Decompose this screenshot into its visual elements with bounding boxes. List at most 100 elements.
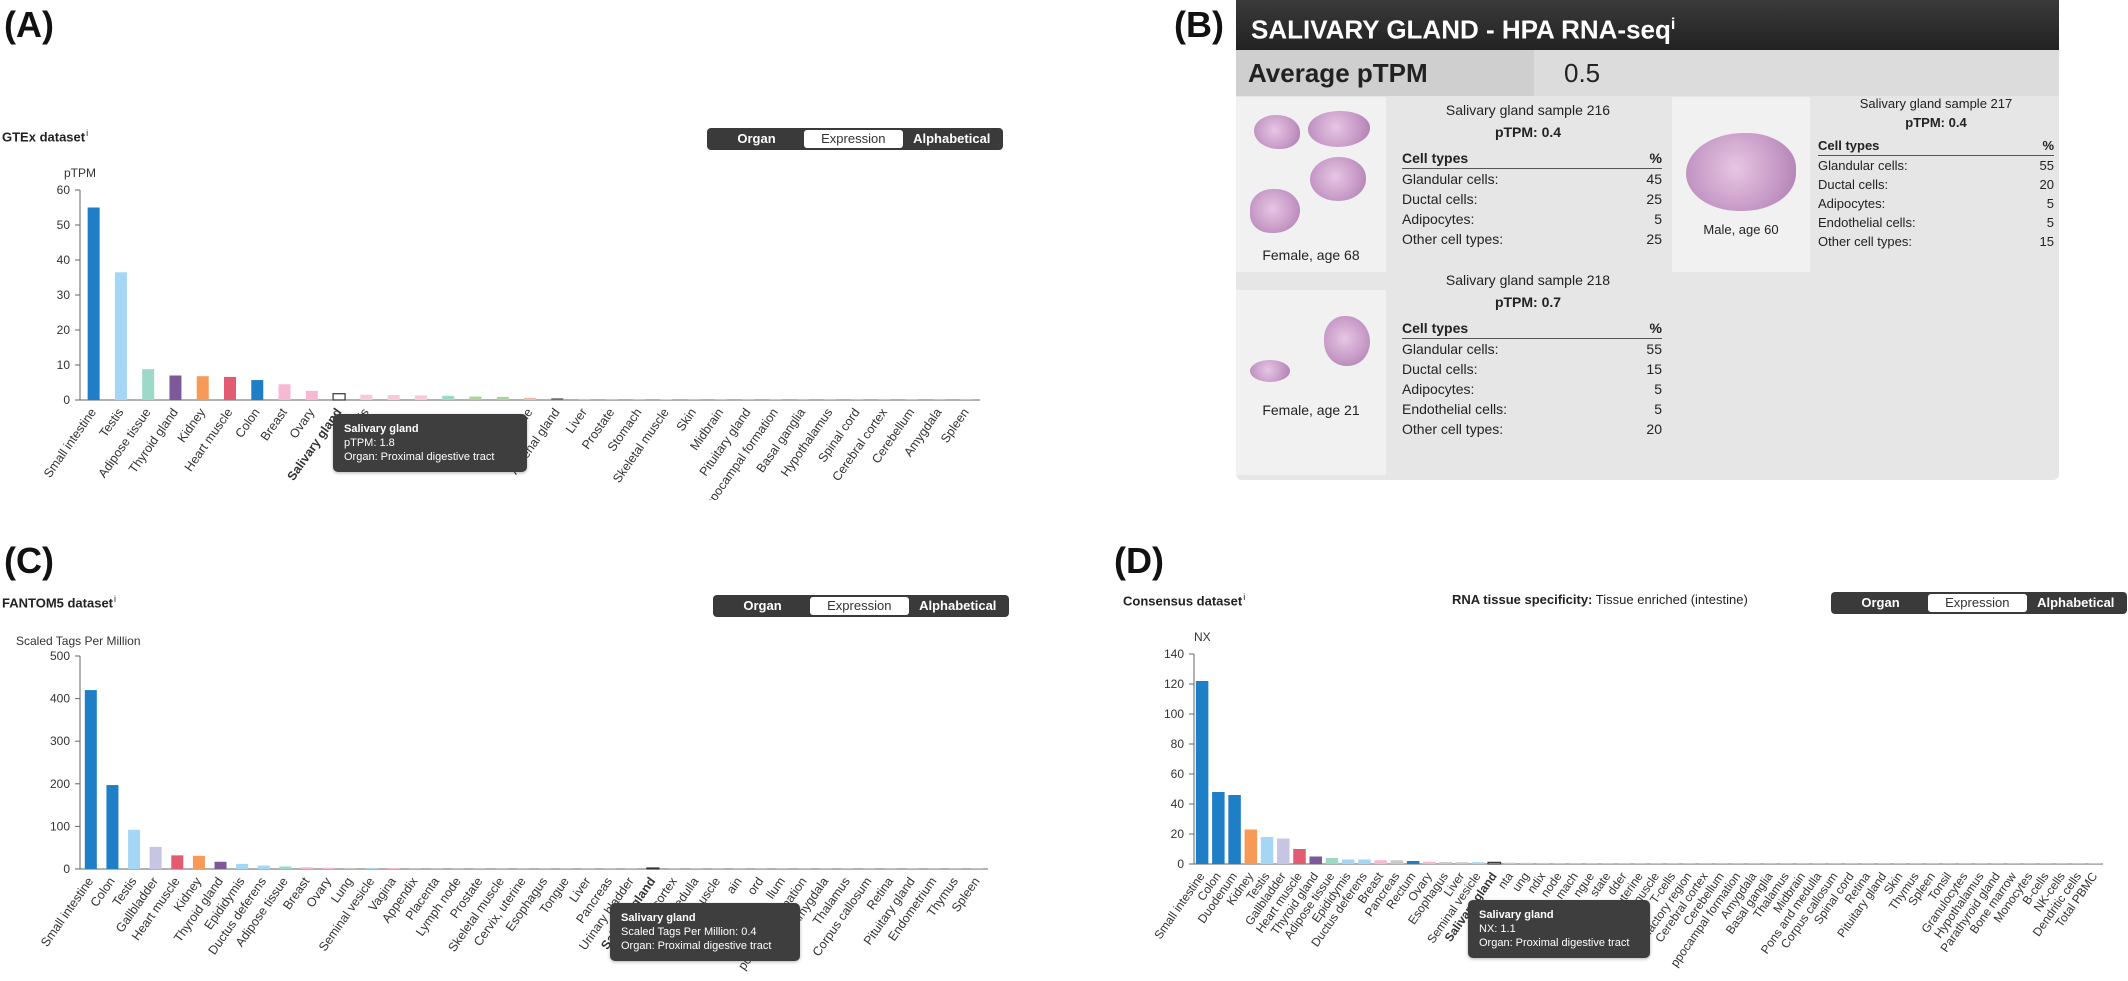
bar[interactable] [387, 868, 400, 869]
bar[interactable] [524, 397, 536, 400]
bar[interactable] [2007, 863, 2020, 864]
bar[interactable] [1715, 863, 1728, 864]
bar[interactable] [660, 399, 673, 400]
bar[interactable] [1504, 862, 1517, 864]
bar[interactable] [517, 868, 530, 869]
bar[interactable] [687, 399, 700, 400]
bar[interactable] [1812, 863, 1826, 864]
bar[interactable] [1569, 863, 1582, 864]
bar[interactable] [1487, 861, 1502, 865]
bar[interactable] [1341, 859, 1355, 865]
bar[interactable] [1374, 860, 1387, 864]
bar[interactable] [933, 399, 946, 400]
toggle-expression-button[interactable]: Expression [810, 597, 909, 615]
bar[interactable] [960, 399, 973, 400]
info-icon[interactable]: i [86, 128, 89, 138]
bar[interactable] [1699, 863, 1712, 864]
bar[interactable] [1455, 862, 1469, 864]
bar[interactable] [1228, 795, 1241, 864]
bar[interactable] [1325, 858, 1339, 864]
bar[interactable] [927, 868, 940, 869]
bar[interactable] [1731, 863, 1745, 864]
bar[interactable] [473, 868, 486, 869]
bar[interactable] [196, 376, 209, 400]
bar[interactable] [1520, 862, 1534, 864]
bar[interactable] [496, 396, 509, 400]
bar[interactable] [905, 399, 918, 400]
bar[interactable] [452, 868, 465, 869]
bar[interactable] [2072, 863, 2085, 864]
toggle-alphabetical-button[interactable]: Alphabetical [2037, 595, 2115, 610]
bar[interactable] [142, 369, 155, 400]
bar[interactable] [1423, 861, 1436, 864]
bar[interactable] [742, 399, 755, 400]
bar[interactable] [776, 868, 789, 869]
bar[interactable] [1244, 829, 1258, 865]
bar[interactable] [578, 398, 591, 400]
bar[interactable] [851, 399, 864, 400]
bar[interactable] [87, 207, 100, 401]
bar[interactable] [1910, 863, 1923, 864]
bar[interactable] [863, 868, 876, 869]
toggle-expression-button[interactable]: Expression [1928, 594, 2027, 612]
bar[interactable] [1390, 860, 1404, 864]
bar[interactable] [1877, 863, 1891, 864]
bar[interactable] [1682, 863, 1696, 864]
toggle-organ-button[interactable]: Organ [1861, 595, 1900, 610]
bar[interactable] [1861, 863, 1874, 864]
bar[interactable] [1926, 863, 1939, 864]
bar[interactable] [633, 399, 646, 400]
bar[interactable] [1780, 863, 1793, 864]
bar[interactable] [1536, 862, 1550, 864]
bar[interactable] [2088, 863, 2102, 864]
bar[interactable] [414, 395, 427, 400]
bar[interactable] [171, 855, 184, 869]
bar[interactable] [409, 868, 422, 869]
bar[interactable] [824, 399, 836, 400]
bar[interactable] [1747, 863, 1761, 864]
bar[interactable] [551, 398, 564, 400]
bar[interactable] [1195, 681, 1209, 864]
toggle-organ-button[interactable]: Organ [743, 598, 782, 613]
bar[interactable] [114, 272, 127, 400]
bar[interactable] [1975, 863, 1988, 864]
bar[interactable] [560, 868, 573, 869]
bar[interactable] [1585, 863, 1598, 864]
bar[interactable] [1617, 863, 1631, 864]
bar[interactable] [1634, 863, 1647, 864]
bar[interactable] [646, 867, 660, 870]
info-icon[interactable]: i [114, 594, 117, 604]
bar[interactable] [605, 399, 618, 400]
bar[interactable] [1666, 863, 1680, 864]
bar[interactable] [711, 868, 724, 869]
bar[interactable] [301, 867, 313, 869]
bar[interactable] [257, 865, 270, 869]
bar[interactable] [214, 861, 227, 869]
bar[interactable] [430, 868, 443, 869]
bar[interactable] [971, 868, 984, 869]
bar[interactable] [1893, 863, 1907, 864]
bar[interactable] [1277, 838, 1290, 865]
bar[interactable] [1828, 863, 1842, 864]
bar[interactable] [2056, 863, 2069, 864]
bar[interactable] [149, 846, 162, 869]
bar[interactable] [1650, 863, 1663, 864]
bar[interactable] [1309, 856, 1322, 865]
toggle-expression-button[interactable]: Expression [804, 130, 903, 148]
info-icon[interactable]: i [1670, 16, 1676, 33]
bar[interactable] [1796, 863, 1809, 864]
bar[interactable] [224, 376, 236, 400]
bar[interactable] [1212, 792, 1225, 864]
toggle-alphabetical-button[interactable]: Alphabetical [919, 598, 997, 613]
bar[interactable] [841, 868, 854, 869]
bar[interactable] [769, 399, 782, 400]
bar[interactable] [582, 868, 595, 869]
bar[interactable] [1260, 837, 1274, 864]
bar[interactable] [279, 866, 292, 869]
bar[interactable] [106, 785, 119, 869]
bar[interactable] [1439, 862, 1452, 864]
bar[interactable] [1991, 863, 2004, 864]
bar[interactable] [442, 395, 455, 400]
toggle-organ-button[interactable]: Organ [737, 131, 776, 146]
bar[interactable] [1763, 863, 1777, 864]
